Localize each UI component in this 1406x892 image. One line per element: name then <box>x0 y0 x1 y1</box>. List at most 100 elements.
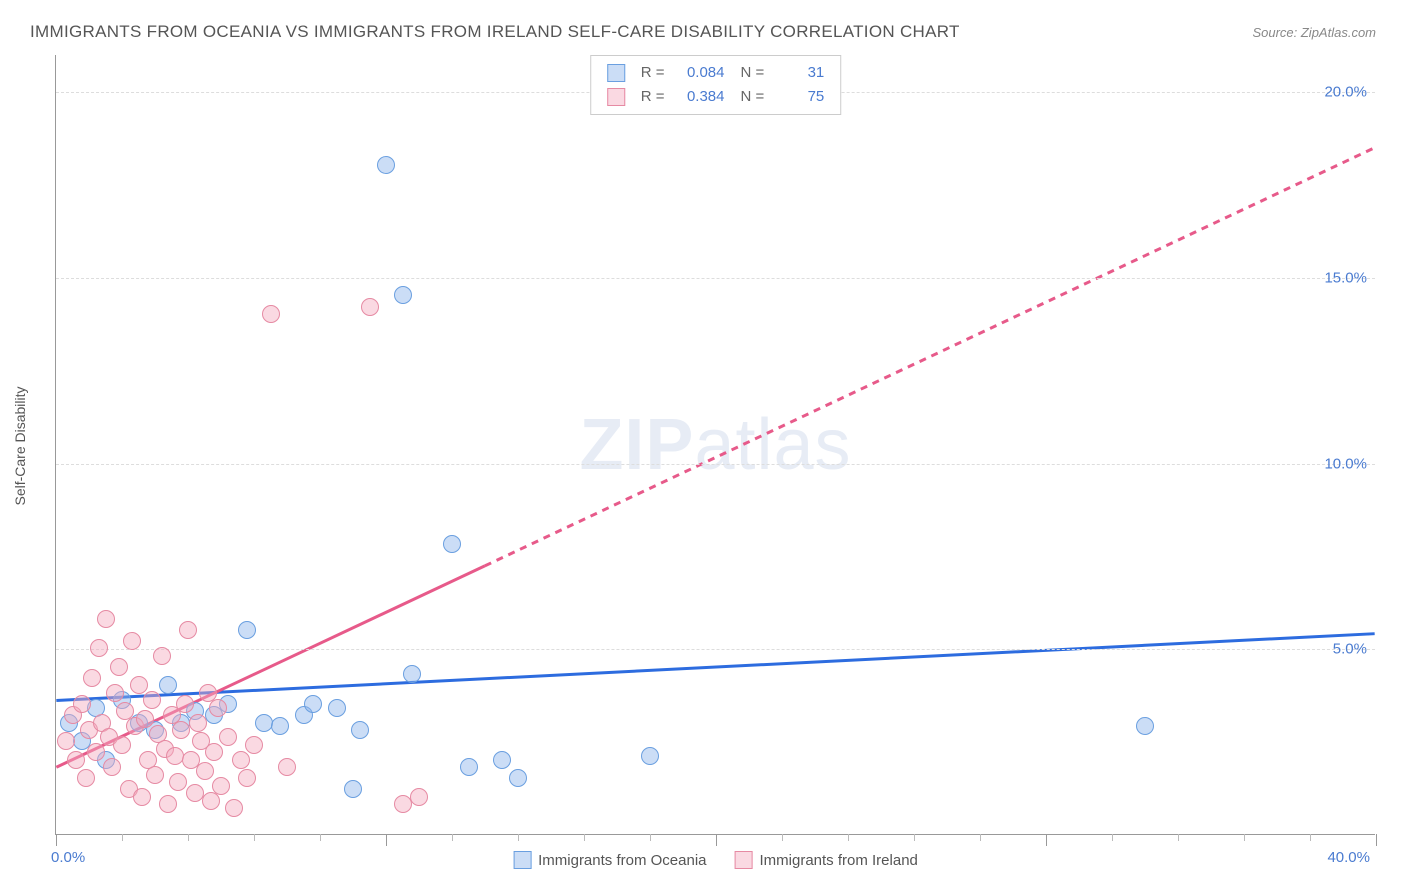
x-tick-minor <box>518 834 519 841</box>
scatter-point-ireland <box>225 799 243 817</box>
r-label: R = <box>641 61 665 85</box>
scatter-point-ireland <box>212 777 230 795</box>
scatter-point-oceania <box>377 156 395 174</box>
watermark: ZIPatlas <box>579 404 851 486</box>
legend-stat-row-oceania: R =0.084N =31 <box>607 61 825 85</box>
x-tick-minor <box>584 834 585 841</box>
n-label: N = <box>741 61 765 85</box>
gridline <box>56 278 1375 279</box>
scatter-point-ireland <box>361 298 379 316</box>
scatter-point-ireland <box>209 699 227 717</box>
x-tick-minor <box>782 834 783 841</box>
watermark-light: atlas <box>694 405 851 485</box>
y-axis-label: Self-Care Disability <box>12 386 28 505</box>
scatter-point-ireland <box>159 795 177 813</box>
x-tick-minor <box>1244 834 1245 841</box>
scatter-point-oceania <box>403 665 421 683</box>
trend-line-ireland-dashed <box>485 148 1375 566</box>
legend-item-ireland: Immigrants from Ireland <box>735 851 918 869</box>
scatter-point-ireland <box>83 669 101 687</box>
y-tick-label: 15.0% <box>1324 269 1367 286</box>
scatter-point-ireland <box>136 710 154 728</box>
scatter-point-oceania <box>159 676 177 694</box>
scatter-point-ireland <box>110 658 128 676</box>
x-tick-minor <box>254 834 255 841</box>
scatter-point-oceania <box>238 621 256 639</box>
scatter-point-ireland <box>262 305 280 323</box>
y-tick-label: 20.0% <box>1324 84 1367 101</box>
gridline <box>56 649 1375 650</box>
y-tick-label: 5.0% <box>1333 641 1367 658</box>
n-value-oceania: 31 <box>774 61 824 85</box>
scatter-point-ireland <box>153 647 171 665</box>
scatter-point-ireland <box>189 714 207 732</box>
scatter-point-ireland <box>410 788 428 806</box>
scatter-point-oceania <box>304 695 322 713</box>
chart-title: IMMIGRANTS FROM OCEANIA VS IMMIGRANTS FR… <box>30 22 960 42</box>
scatter-point-oceania <box>641 747 659 765</box>
r-label: R = <box>641 85 665 109</box>
scatter-point-oceania <box>1136 717 1154 735</box>
x-tick-minor <box>122 834 123 841</box>
plot-area: ZIPatlas R =0.084N =31R =0.384N =75 0.0%… <box>55 55 1375 835</box>
x-tick-minor <box>650 834 651 841</box>
n-label: N = <box>741 85 765 109</box>
x-tick-major <box>716 834 717 846</box>
trend-line-oceania-solid <box>56 634 1374 701</box>
scatter-point-oceania <box>351 721 369 739</box>
scatter-point-oceania <box>328 699 346 717</box>
gridline <box>56 464 1375 465</box>
scatter-point-ireland <box>278 758 296 776</box>
legend-swatch-oceania <box>513 851 531 869</box>
scatter-point-oceania <box>493 751 511 769</box>
scatter-point-ireland <box>57 732 75 750</box>
scatter-point-oceania <box>460 758 478 776</box>
scatter-point-ireland <box>238 769 256 787</box>
scatter-point-ireland <box>172 721 190 739</box>
scatter-point-ireland <box>77 769 95 787</box>
scatter-point-ireland <box>146 766 164 784</box>
r-value-ireland: 0.384 <box>675 85 725 109</box>
scatter-point-ireland <box>219 728 237 746</box>
scatter-point-ireland <box>143 691 161 709</box>
watermark-bold: ZIP <box>579 405 694 485</box>
scatter-point-ireland <box>73 695 91 713</box>
scatter-point-ireland <box>67 751 85 769</box>
x-tick-minor <box>980 834 981 841</box>
x-tick-major <box>386 834 387 846</box>
scatter-point-ireland <box>166 747 184 765</box>
scatter-point-ireland <box>394 795 412 813</box>
legend-label-oceania: Immigrants from Oceania <box>538 852 706 869</box>
scatter-point-ireland <box>97 610 115 628</box>
scatter-point-ireland <box>232 751 250 769</box>
n-value-ireland: 75 <box>774 85 824 109</box>
scatter-point-oceania <box>271 717 289 735</box>
x-axis-min-label: 0.0% <box>51 849 85 866</box>
trend-lines-layer <box>56 55 1375 834</box>
scatter-point-ireland <box>87 743 105 761</box>
scatter-point-ireland <box>196 762 214 780</box>
source-attribution: Source: ZipAtlas.com <box>1252 25 1376 40</box>
x-tick-major <box>56 834 57 846</box>
legend-swatch-ireland <box>735 851 753 869</box>
scatter-point-ireland <box>245 736 263 754</box>
legend-swatch-ireland <box>607 88 625 106</box>
legend-stat-row-ireland: R = 0.384 N = 75 <box>607 85 825 109</box>
x-tick-major <box>1376 834 1377 846</box>
x-tick-minor <box>848 834 849 841</box>
scatter-point-ireland <box>205 743 223 761</box>
legend-correlation-box: R =0.084N =31R =0.384N =75 <box>590 55 842 115</box>
legend-series: Immigrants from Oceania Immigrants from I… <box>513 851 918 869</box>
scatter-point-oceania <box>394 286 412 304</box>
x-tick-major <box>1046 834 1047 846</box>
x-tick-minor <box>1112 834 1113 841</box>
scatter-point-oceania <box>509 769 527 787</box>
scatter-point-oceania <box>344 780 362 798</box>
x-tick-minor <box>452 834 453 841</box>
scatter-point-ireland <box>103 758 121 776</box>
scatter-point-oceania <box>255 714 273 732</box>
x-tick-minor <box>1310 834 1311 841</box>
y-tick-label: 10.0% <box>1324 455 1367 472</box>
scatter-point-ireland <box>123 632 141 650</box>
scatter-point-ireland <box>113 736 131 754</box>
